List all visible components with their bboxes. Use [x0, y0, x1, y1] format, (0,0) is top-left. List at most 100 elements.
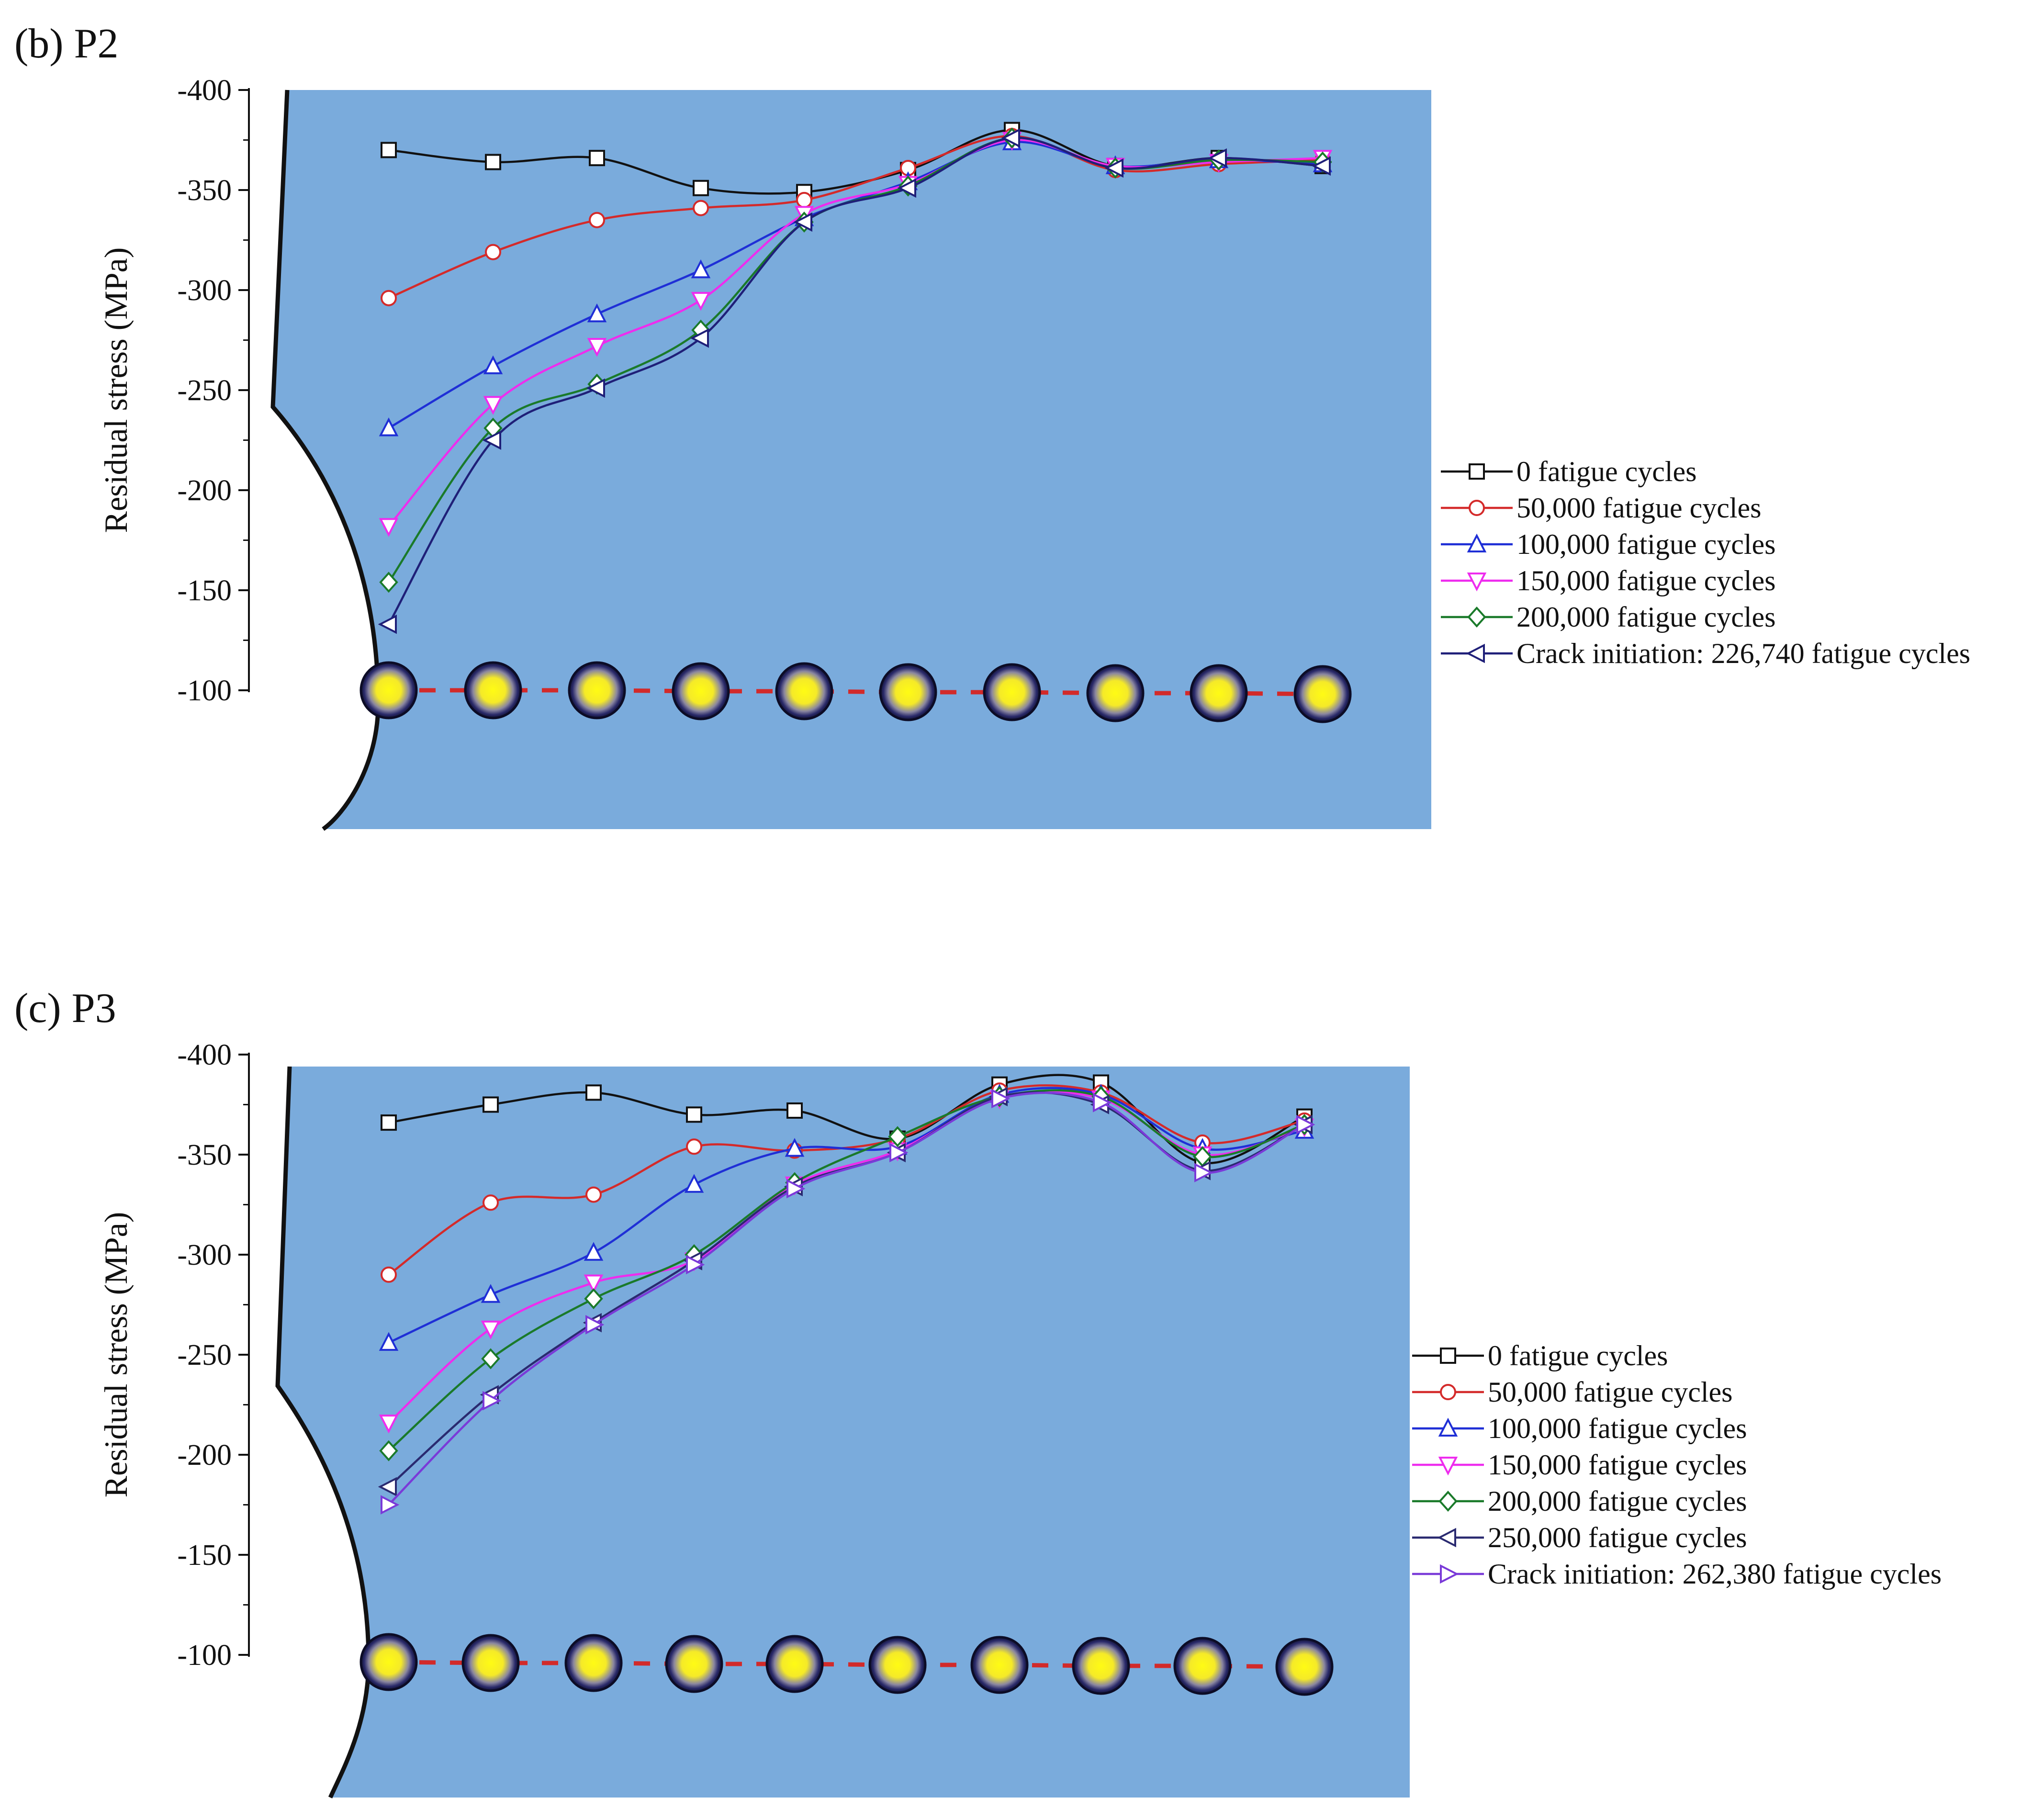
y-tick-label: -300: [177, 1239, 232, 1271]
ball: [1190, 664, 1248, 722]
y-tick-label: -350: [177, 1139, 232, 1171]
y-tick-label: -400: [177, 1039, 232, 1071]
data-point: [589, 150, 605, 167]
data-point: [587, 303, 607, 323]
data-point: [381, 1495, 400, 1515]
ball-centerline: [388, 1660, 1305, 1669]
series-line: [388, 1091, 1305, 1506]
y-tick-label: -200: [177, 474, 232, 507]
data-point: [1001, 128, 1020, 148]
legend-item: 0 fatigue cycles: [1412, 1340, 1668, 1371]
data-point: [483, 1194, 499, 1211]
ball-centerline: [389, 688, 1323, 697]
series-line: [388, 135, 1323, 299]
data-point: [485, 154, 501, 170]
data-point: [991, 1089, 1011, 1109]
data-point: [584, 1242, 604, 1261]
y-tick-label: -100: [177, 674, 232, 707]
data-point: [481, 1348, 500, 1370]
data-point: [379, 1440, 398, 1461]
legend-marker: [1467, 573, 1487, 592]
ball: [1086, 664, 1145, 722]
y-axis-label: Residual stress (MPa): [98, 247, 134, 533]
ball: [1072, 1637, 1130, 1695]
data-point: [379, 1415, 399, 1434]
data-point: [1093, 1093, 1112, 1112]
legend-marker: [1469, 463, 1485, 480]
data-point: [691, 292, 711, 311]
legend-item: 50,000 fatigue cycles: [1441, 492, 1762, 524]
series-line: [388, 1087, 1305, 1344]
data-point: [483, 396, 503, 415]
notch-edge: [270, 90, 381, 831]
ball: [568, 661, 626, 719]
data-point: [1312, 156, 1331, 176]
data-point: [684, 1174, 704, 1193]
legend-marker: [1440, 1348, 1456, 1364]
legend: 0 fatigue cycles 50,000 fatigue cycles 100…: [1441, 456, 1970, 669]
legend-marker: [1469, 500, 1485, 516]
data-point: [888, 1126, 907, 1147]
series-line: [388, 136, 1323, 625]
legend-label: 100,000 fatigue cycles: [1516, 528, 1776, 560]
ball: [672, 662, 730, 720]
series-line: [388, 1089, 1305, 1452]
data-point: [481, 1320, 501, 1340]
data-point: [589, 212, 605, 228]
legend-label: 150,000 fatigue cycles: [1516, 565, 1776, 596]
data-point: [1194, 1163, 1213, 1182]
data-point: [587, 338, 607, 357]
legend-label: Crack initiation: 262,380 fatigue cycles: [1488, 1558, 1942, 1590]
ball: [359, 1633, 418, 1691]
y-tick-label: -350: [177, 174, 232, 207]
legend-marker: [1438, 1457, 1458, 1476]
legend-item: 250,000 fatigue cycles: [1412, 1522, 1747, 1553]
ball: [868, 1636, 927, 1694]
data-point: [381, 142, 397, 158]
data-point: [786, 1179, 806, 1199]
ball: [1293, 665, 1352, 723]
ball: [665, 1635, 723, 1693]
ball: [359, 661, 418, 719]
ball: [564, 1634, 623, 1692]
data-point: [889, 1143, 909, 1163]
data-point: [690, 328, 709, 348]
legend-marker: [1440, 1384, 1456, 1400]
y-axis-label: Residual stress (MPa): [98, 1212, 134, 1498]
data-point: [379, 1332, 399, 1351]
data-point: [585, 1186, 602, 1203]
y-tick-label: -300: [177, 274, 232, 307]
legend-marker: [1438, 1491, 1458, 1512]
data-point: [585, 1084, 602, 1101]
ball: [1275, 1638, 1334, 1696]
panel-label: (c) P3: [14, 985, 116, 1032]
data-point: [379, 417, 399, 437]
y-tick-label: -250: [177, 1339, 232, 1371]
data-point: [686, 1255, 705, 1275]
data-point: [691, 259, 711, 279]
legend-label: Crack initiation: 226,740 fatigue cycles: [1516, 638, 1970, 669]
data-point: [379, 572, 398, 593]
legend-item: Crack initiation: 226,740 fatigue cycles: [1441, 638, 1970, 669]
legend-label: 50,000 fatigue cycles: [1516, 492, 1762, 524]
y-tick-label: -400: [177, 74, 232, 107]
y-tick-label: -150: [177, 1539, 232, 1572]
legend-label: 200,000 fatigue cycles: [1516, 601, 1776, 633]
ball: [464, 661, 522, 719]
y-tick-label: -100: [177, 1639, 232, 1672]
data-point: [585, 1315, 605, 1335]
plate-background: [273, 90, 1431, 829]
legend-label: 200,000 fatigue cycles: [1488, 1485, 1747, 1517]
ball: [879, 663, 937, 721]
data-point: [1104, 158, 1123, 178]
data-point: [378, 614, 397, 634]
ball: [970, 1636, 1029, 1694]
data-point: [584, 1288, 603, 1309]
legend-label: 150,000 fatigue cycles: [1488, 1449, 1747, 1481]
legend: 0 fatigue cycles 50,000 fatigue cycles 100…: [1412, 1340, 1942, 1590]
data-point: [693, 200, 709, 216]
legend-item: 150,000 fatigue cycles: [1412, 1449, 1747, 1481]
data-point: [381, 1266, 397, 1283]
data-point: [1296, 1115, 1315, 1135]
